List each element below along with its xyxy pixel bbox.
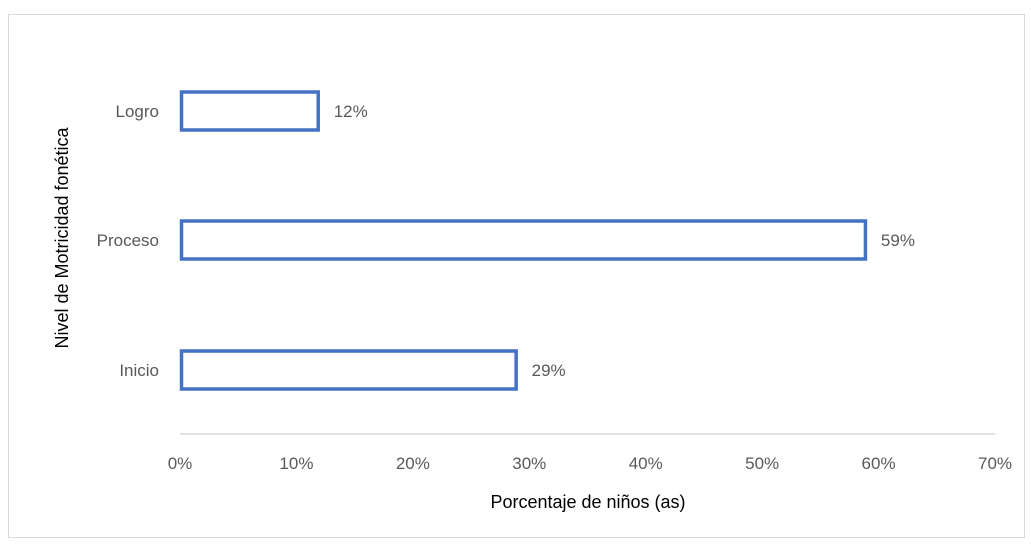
x-tick-labels: 0% 10% 20% 30% 40% 50% 60% 70%: [168, 454, 1012, 473]
x-axis-title: Porcentaje de niños (as): [490, 492, 685, 512]
data-labels: 12% 59% 29%: [334, 102, 915, 380]
x-tick-label: 30%: [512, 454, 546, 473]
x-tick-label: 20%: [396, 454, 430, 473]
bar-inicio: [179, 349, 518, 391]
data-label-inicio: 29%: [532, 361, 566, 380]
data-label-proceso: 59%: [881, 231, 915, 250]
x-tick-label: 60%: [862, 454, 896, 473]
bars-group: [179, 90, 868, 391]
chart-area: [8, 14, 1025, 538]
data-label-logro: 12%: [334, 102, 368, 121]
category-label-logro: Logro: [116, 102, 159, 121]
x-tick-label: 0%: [168, 454, 193, 473]
x-tick-label: 10%: [279, 454, 313, 473]
bar-proceso: [179, 219, 868, 261]
category-label-proceso: Proceso: [97, 231, 159, 250]
bar-logro: [179, 90, 320, 132]
y-axis-title: Nivel de Motricidad fonética: [52, 126, 72, 348]
x-tick-label: 50%: [745, 454, 779, 473]
category-labels: Logro Proceso Inicio: [97, 102, 159, 380]
x-tick-label: 40%: [629, 454, 663, 473]
category-label-inicio: Inicio: [119, 361, 159, 380]
x-tick-label: 70%: [978, 454, 1012, 473]
